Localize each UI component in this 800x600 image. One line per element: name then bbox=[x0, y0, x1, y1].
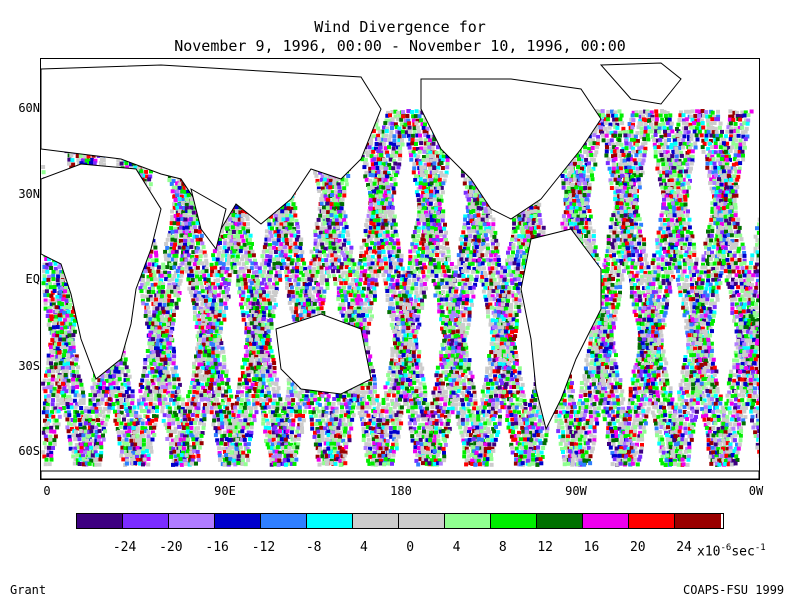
colorbar-units: x10-6sec-1 bbox=[697, 543, 766, 560]
chart-subtitle: November 9, 1996, 00:00 - November 10, 1… bbox=[174, 37, 626, 55]
colorbar-tick-label: -12 bbox=[251, 540, 276, 555]
chart-title: Wind Divergence for bbox=[314, 18, 486, 36]
swath-band bbox=[124, 109, 213, 467]
swath-band bbox=[645, 109, 735, 467]
colorbar bbox=[76, 513, 725, 529]
swath-band bbox=[615, 109, 703, 467]
land-mass bbox=[41, 64, 382, 230]
colorbar-swatch bbox=[169, 514, 215, 528]
land-mass bbox=[599, 62, 682, 105]
land-mass bbox=[520, 228, 602, 431]
x-label-180: 180 bbox=[390, 484, 412, 498]
map-frame bbox=[40, 58, 760, 480]
colorbar-tick-label: -20 bbox=[159, 540, 183, 555]
colorbar-tick-label: 20 bbox=[629, 540, 646, 555]
y-label-eq: EQ bbox=[25, 272, 40, 286]
land-mass bbox=[41, 163, 162, 380]
y-label-30s: 30S bbox=[18, 359, 40, 373]
y-label-30n: 30N bbox=[18, 187, 40, 201]
y-label-60n: 60N bbox=[18, 101, 40, 115]
colorbar-tick-label: 16 bbox=[583, 540, 600, 555]
colorbar-tick-label: -24 bbox=[112, 540, 137, 555]
colorbar-tick-label: 0 bbox=[406, 540, 415, 555]
y-label-60s: 60S bbox=[18, 444, 40, 458]
colorbar-swatch bbox=[215, 514, 261, 528]
colorbar-swatch bbox=[399, 514, 445, 528]
colorbar-swatch bbox=[491, 514, 537, 528]
colorbar-swatch bbox=[307, 514, 353, 528]
colorbar-tick-label: -8 bbox=[305, 540, 322, 555]
land-mass bbox=[420, 78, 602, 220]
land-mass bbox=[41, 470, 759, 479]
footer-author: Grant bbox=[10, 583, 47, 597]
land-mass bbox=[190, 187, 227, 251]
colorbar-swatch bbox=[537, 514, 583, 528]
x-label-0: 0 bbox=[43, 484, 51, 498]
x-label-90e: 90E bbox=[214, 484, 236, 498]
colorbar-swatch bbox=[675, 514, 721, 528]
land-mass bbox=[275, 313, 372, 395]
colorbar-tick-label: 12 bbox=[537, 540, 553, 555]
x-label-0w: 0W bbox=[748, 484, 764, 498]
map-plot bbox=[41, 62, 759, 479]
colorbar-tick-label: -16 bbox=[205, 540, 229, 555]
colorbar-swatch bbox=[445, 514, 491, 528]
colorbar-swatch bbox=[629, 514, 675, 528]
x-label-90w: 90W bbox=[565, 484, 587, 498]
colorbar-swatch bbox=[123, 514, 169, 528]
colorbar-swatch bbox=[583, 514, 629, 528]
footer-credit: COAPS-FSU 1999 bbox=[683, 583, 785, 597]
swath-band bbox=[714, 217, 759, 467]
colorbar-tick-label: 8 bbox=[498, 540, 507, 555]
colorbar-swatch bbox=[261, 514, 307, 528]
colorbar-tick-label: 24 bbox=[676, 540, 692, 555]
colorbar-swatch bbox=[77, 514, 123, 528]
colorbar-tick-label: 4 bbox=[359, 540, 368, 555]
colorbar-tick-label: 4 bbox=[452, 540, 461, 555]
colorbar-swatch bbox=[353, 514, 399, 528]
